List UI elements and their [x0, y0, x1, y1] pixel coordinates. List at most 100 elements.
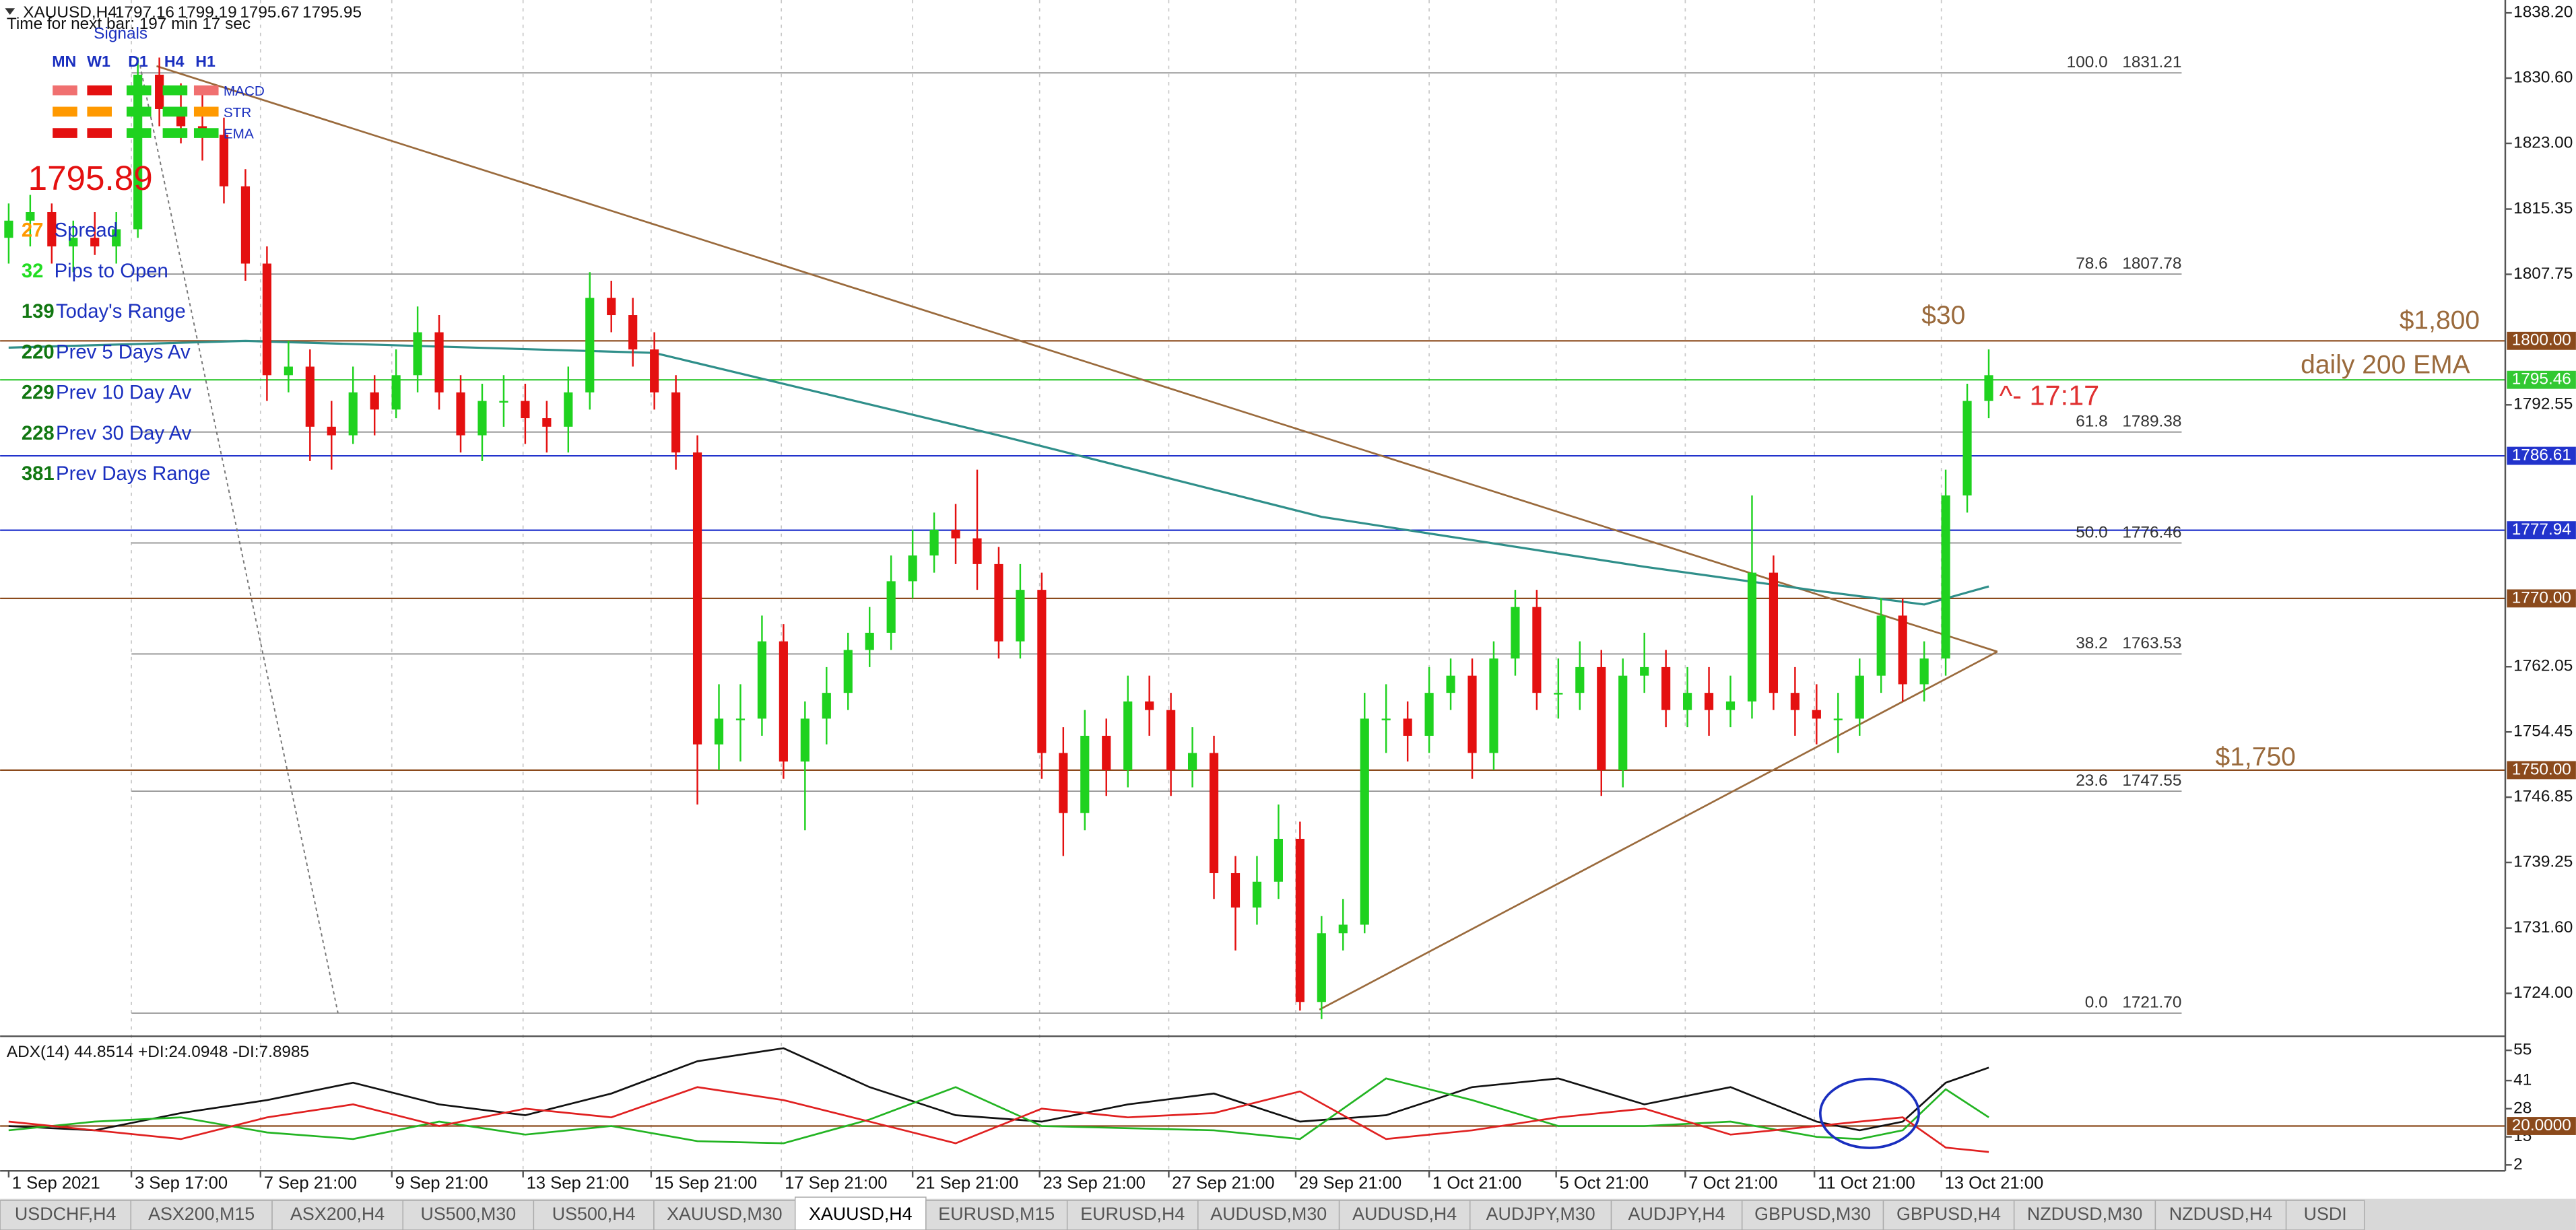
indicator-line: [8, 1086, 1989, 1153]
candle-body: [521, 401, 530, 419]
tab[interactable]: [2285, 1200, 2365, 1230]
level-label-box: [2507, 589, 2576, 608]
candle-body: [650, 349, 659, 392]
candle-body: [1876, 615, 1886, 676]
tab[interactable]: [533, 1200, 655, 1230]
candle-body: [284, 366, 293, 376]
candle-body: [305, 366, 315, 427]
tab-label[interactable]: XAUUSD,M30: [667, 1204, 782, 1224]
candle-body: [1747, 572, 1757, 702]
candle-body: [240, 186, 251, 264]
indicator-line: [8, 1077, 1989, 1144]
bar-timer: Time for next bar: 197 min 17 sec: [7, 15, 251, 33]
trendline: [156, 65, 1998, 653]
annotation: $30: [1921, 301, 1965, 330]
tab-label[interactable]: AUDUSD,M30: [1210, 1204, 1327, 1224]
tab-label[interactable]: NZDUSD,M30: [2027, 1204, 2142, 1224]
tab-label[interactable]: EURUSD,M15: [938, 1204, 1055, 1224]
tab-label[interactable]: AUDJPY,H4: [1628, 1204, 1725, 1224]
x-tick-label: 23 Sep 21:00: [1043, 1173, 1146, 1192]
candle-body: [26, 211, 35, 221]
candle-body: [865, 632, 874, 650]
candle-body: [886, 581, 896, 633]
level-label: 1800.00: [2512, 331, 2571, 349]
tab[interactable]: [2154, 1200, 2287, 1230]
tab[interactable]: [271, 1200, 403, 1230]
tab[interactable]: [1882, 1200, 2015, 1230]
candle-body: [1123, 701, 1133, 770]
tab[interactable]: [1197, 1200, 1340, 1230]
candle-body: [47, 211, 57, 247]
tab-label[interactable]: US500,H4: [552, 1204, 636, 1224]
signal-dash: [87, 106, 112, 117]
fib-level-label: 0.0: [2085, 994, 2108, 1012]
candle-body: [1984, 375, 1993, 401]
signal-name: STR: [224, 105, 251, 121]
x-tick-label: 17 Sep 21:00: [785, 1173, 887, 1192]
candle-body: [1962, 401, 1972, 496]
y-tick-label: 1731.60: [2513, 918, 2573, 936]
x-tick-label: 27 Sep 21:00: [1172, 1173, 1274, 1192]
tab-label[interactable]: US500,M30: [420, 1204, 516, 1224]
signal-dash: [87, 85, 112, 96]
x-tick-label: 15 Sep 21:00: [655, 1173, 757, 1192]
candle-body: [1209, 753, 1219, 873]
candle-body: [1338, 924, 1348, 934]
candle-body: [262, 263, 271, 376]
tab-label[interactable]: XAUUSD,H4: [809, 1204, 913, 1224]
signal-dash: [193, 106, 219, 117]
tab[interactable]: [2013, 1200, 2156, 1230]
candle-body: [1102, 735, 1111, 770]
tab[interactable]: [130, 1200, 273, 1230]
tab[interactable]: [925, 1200, 1068, 1230]
candle-body: [1489, 658, 1498, 753]
candle-body: [1252, 881, 1262, 908]
x-tick-label: 29 Sep 21:00: [1299, 1173, 1401, 1192]
y-tick-label: 28: [2513, 1099, 2532, 1117]
signals-title: Signals: [94, 25, 147, 43]
candle-body: [585, 298, 595, 392]
tab-label[interactable]: USDI: [2304, 1204, 2347, 1224]
level-label-box: [2507, 331, 2576, 350]
level-label: 1777.94: [2512, 520, 2571, 539]
tab[interactable]: [1066, 1200, 1199, 1230]
tab[interactable]: [1610, 1200, 1743, 1230]
annotation: $1,800: [2400, 306, 2480, 335]
fib-price-label: 1747.55: [2122, 772, 2181, 790]
tab-label[interactable]: ASX200,H4: [290, 1204, 385, 1224]
candle-body: [779, 641, 788, 762]
y-tick-label: 2: [2513, 1155, 2523, 1173]
tab[interactable]: [0, 1200, 132, 1230]
x-tick-label: 13 Sep 21:00: [527, 1173, 629, 1192]
candle-body: [1790, 693, 1799, 710]
y-tick-label: 1746.85: [2513, 788, 2573, 806]
tab[interactable]: [1338, 1200, 1471, 1230]
signal-dash: [53, 85, 77, 96]
level-label: 1770.00: [2512, 588, 2571, 607]
tab-label[interactable]: GBPUSD,H4: [1896, 1204, 2001, 1224]
candle-body: [671, 392, 681, 453]
tab-label[interactable]: NZDUSD,H4: [2169, 1204, 2273, 1224]
candle-body: [822, 693, 831, 719]
tab-label[interactable]: AUDJPY,M30: [1486, 1204, 1595, 1224]
tab[interactable]: [1741, 1200, 1884, 1230]
tab[interactable]: [653, 1200, 796, 1230]
fib-price-label: 1831.21: [2122, 53, 2181, 71]
timeframe: H1: [195, 53, 216, 70]
tab-label[interactable]: ASX200,M15: [148, 1204, 255, 1224]
info-value: 229: [22, 382, 55, 404]
tab-label[interactable]: GBPUSD,M30: [1754, 1204, 1871, 1224]
tabs: USDCHF,H4 ASX200,M15 ASX200,H4 US500,M30 US5…: [0, 1196, 2365, 1230]
header-ohlc: 1797.16: [115, 3, 174, 22]
tab[interactable]: [794, 1196, 927, 1230]
candle-body: [477, 401, 487, 436]
tab-label[interactable]: USDCHF,H4: [15, 1204, 117, 1224]
candle-body: [994, 563, 1003, 642]
tab-label[interactable]: EURUSD,H4: [1080, 1204, 1185, 1224]
tab-label[interactable]: AUDUSD,H4: [1352, 1204, 1457, 1224]
info-label: Prev 10 Day Av: [56, 382, 192, 404]
y-tick-label: 1815.35: [2513, 199, 2573, 217]
header-ohlc: 1799.19: [178, 3, 237, 22]
candle-body: [1230, 873, 1241, 908]
candle-body: [219, 135, 229, 186]
